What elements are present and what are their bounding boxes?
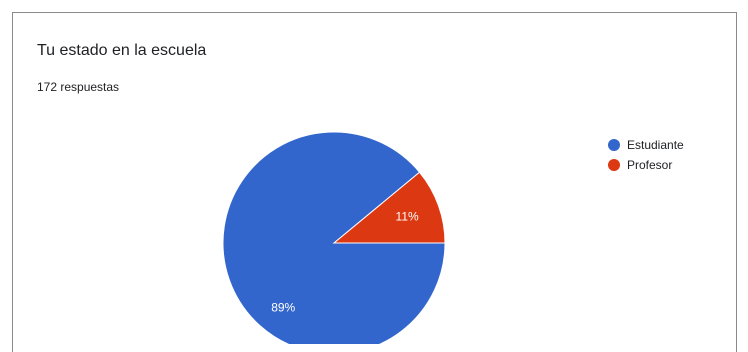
pie-slice-profesor[interactable] [332,171,446,244]
legend-swatch [608,159,620,171]
legend-item-profesor[interactable]: Profesor [608,156,684,174]
chart-card: Tu estado en la escuela 172 respuestas 8… [12,12,737,352]
legend-swatch [608,139,620,151]
legend-label: Estudiante [627,138,684,152]
pie-slice-estudiante[interactable] [222,131,446,344]
response-count: 172 respuestas [37,80,120,94]
chart-legend: Estudiante Profesor [608,136,684,176]
legend-item-estudiante[interactable]: Estudiante [608,136,684,154]
question-title: Tu estado en la escuela [37,42,207,59]
pie-data-label-profesor: 11% [396,210,419,224]
pie-data-label-estudiante: 89% [271,301,295,315]
legend-label: Profesor [627,158,673,172]
pie-chart: 89% 11% [222,131,446,344]
